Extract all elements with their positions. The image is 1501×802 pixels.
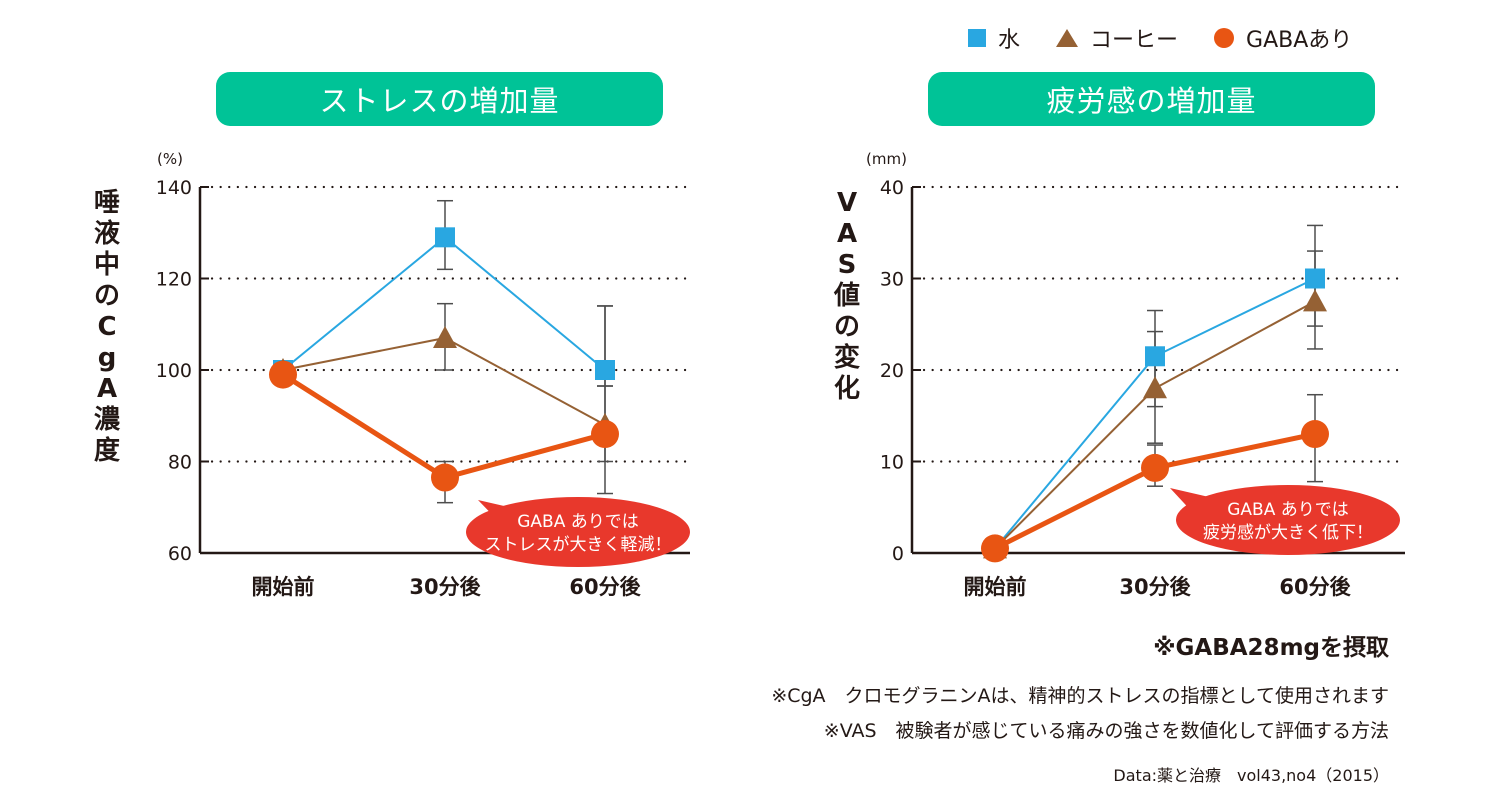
data-point-water [595,360,615,380]
note-intake: ※GABA28mgを摂取 [1153,635,1389,661]
y-axis-label-char: V [836,188,858,218]
y-axis-label-char: 液 [93,219,120,249]
callout-bubble [466,497,690,567]
legend: 水 コーヒー GABAあり [968,22,1352,54]
callout-text: ストレスが大きく軽減！ [485,535,672,555]
y-axis-label-char: A [96,374,118,404]
chart-title-fatigue: 疲労感の増加量 [928,72,1375,126]
callout-bubble [1176,485,1400,555]
data-point-gaba [591,420,619,449]
data-point-gaba [269,360,297,389]
x-tick-label: 開始前 [252,575,315,599]
callout-text: 疲労感が大きく低下！ [1203,523,1373,543]
y-tick-label: 30 [880,269,904,291]
y-axis-label-char: C [97,312,117,342]
data-point-water [435,227,455,248]
x-tick-label: 60分後 [1279,575,1351,599]
y-axis-label-char: 中 [93,250,120,280]
data-point-coffee [1143,376,1167,399]
data-point-coffee [1303,289,1327,312]
data-point-gaba [1141,453,1169,482]
x-tick-label: 60分後 [569,575,641,599]
x-tick-label: 30分後 [1119,575,1191,599]
y-tick-label: 120 [156,269,192,291]
y-tick-label: 80 [168,452,192,474]
y-axis-label-char: S [837,250,857,280]
callout-text: GABA ありでは [1227,500,1349,520]
y-axis-label-char: 変 [833,343,860,373]
legend-label: コーヒー [1090,28,1179,53]
data-point-coffee [433,325,457,348]
data-point-gaba [981,534,1009,563]
data-point-water [1305,268,1325,289]
circle-marker-icon [1214,28,1235,48]
y-axis-label-char: の [93,281,120,311]
y-axis-label-char: 値 [833,281,860,311]
data-point-gaba [431,463,459,492]
y-tick-label: 60 [168,543,192,565]
y-axis-label-char: の [833,312,860,342]
note-vas: ※VAS 被験者が感じている痛みの強さを数値化して評価する方法 [823,720,1389,742]
square-marker-icon [968,29,986,47]
data-point-water [1145,346,1165,367]
note-source: Data:薬と治療 vol43,no4（2015） [1113,766,1389,785]
y-unit-left: (%) [157,150,183,168]
legend-item-gaba: GABAあり [1214,22,1352,54]
x-tick-label: 30分後 [409,575,481,599]
legend-item-coffee: コーヒー [1056,22,1178,54]
y-tick-label: 20 [880,360,904,382]
callout-text: GABA ありでは [517,512,639,532]
triangle-marker-icon [1056,29,1079,47]
y-axis-label-char: 化 [833,374,860,404]
y-tick-label: 140 [156,177,192,199]
x-tick-label: 開始前 [964,575,1027,599]
y-axis-label-char: 濃 [93,405,120,435]
y-unit-right: (mm) [866,150,907,168]
y-axis-label-char: A [836,219,858,249]
y-tick-label: 100 [156,360,192,382]
y-tick-label: 10 [880,452,904,474]
y-axis-label-char: 度 [93,436,120,466]
y-axis-label-char: 唾 [93,188,120,218]
chart-title-stress: ストレスの増加量 [216,72,663,126]
y-tick-label: 0 [892,543,904,565]
legend-label: 水 [998,28,1021,53]
data-point-gaba [1301,420,1329,449]
y-axis-label-char: g [97,343,117,373]
legend-item-water: 水 [968,22,1020,54]
legend-label: GABAあり [1246,28,1353,53]
y-tick-label: 40 [880,177,904,199]
series-line-1 [282,336,606,426]
note-cga: ※CgA クロモグラニンAは、精神的ストレスの指標として使用されます [771,685,1389,707]
